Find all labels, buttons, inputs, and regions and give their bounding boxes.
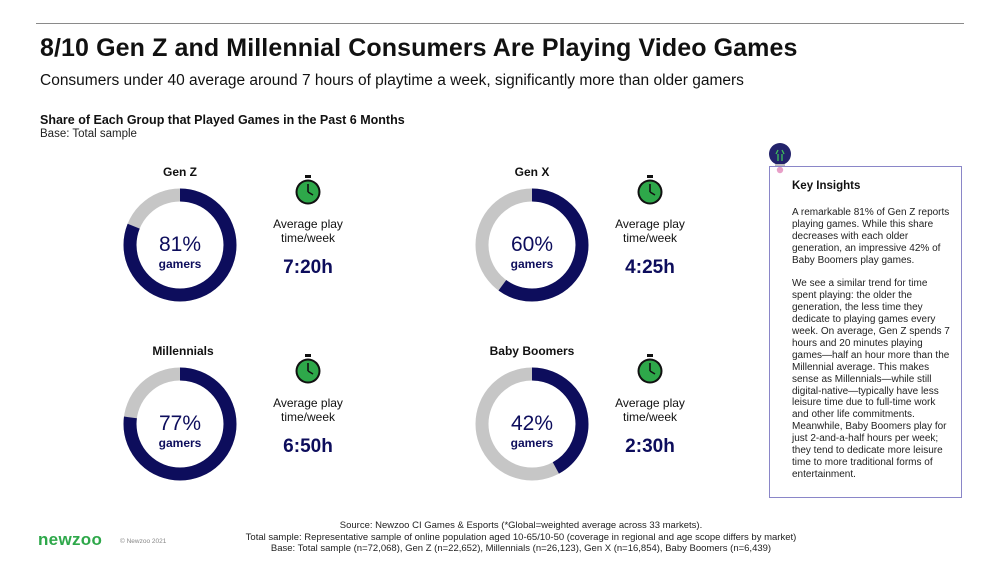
clock-crown xyxy=(305,354,311,357)
donut-chart: 77%gamers xyxy=(123,367,237,481)
clock-icon xyxy=(637,354,663,384)
lightbulb-icon xyxy=(769,143,791,174)
page-subtitle: Consumers under 40 average around 7 hour… xyxy=(40,72,744,89)
avg-play-label: Average play time/week xyxy=(273,217,343,245)
footer-line: Base: Total sample (n=72,068), Gen Z (n=… xyxy=(270,543,772,554)
avg-play-label: Average play time/week xyxy=(273,396,343,424)
avg-play-label: Average play time/week xyxy=(615,396,685,424)
clock-crown xyxy=(647,175,653,178)
footer-line: Total sample: Representative sample of o… xyxy=(245,531,797,543)
donut-gamers-slice xyxy=(123,367,237,481)
clock-hands xyxy=(307,363,314,375)
top-divider xyxy=(36,23,964,24)
panel-baby-boomers: Baby Boomers 42% gamers Average play time… xyxy=(472,344,772,514)
donut-percent-label: 81% xyxy=(159,233,201,256)
source-footer: Source: Newzoo CI Games & Esports (*Glob… xyxy=(0,520,1000,555)
clock-hands xyxy=(649,363,656,375)
key-insights-box: Key Insights A remarkable 81% of Gen Z r… xyxy=(769,166,962,498)
insights-title: Key Insights xyxy=(792,180,861,192)
insights-body: A remarkable 81% of Gen Z reports playin… xyxy=(792,207,952,493)
clock-icon xyxy=(637,175,663,205)
group-label: Millennials xyxy=(152,344,214,358)
donut-chart: 60%gamers xyxy=(475,188,589,302)
donut-unit-label: gamers xyxy=(511,257,554,271)
donut-unit-label: gamers xyxy=(511,436,554,450)
clock-icon xyxy=(295,175,321,205)
donut-gamers-slice xyxy=(123,188,237,302)
avg-play-value: 7:20h xyxy=(283,257,333,278)
donut-unit-label: gamers xyxy=(159,257,202,271)
chart-title: Share of Each Group that Played Games in… xyxy=(40,113,405,127)
newzoo-logo: newzoo xyxy=(38,530,103,549)
chart-base-note: Base: Total sample xyxy=(40,128,137,140)
donut-chart: 81%gamers xyxy=(123,188,237,302)
group-label: Gen Z xyxy=(162,165,197,179)
panel-gen-x: Gen X 60% gamers Average play time/week 4… xyxy=(472,165,772,335)
donut-percent-label: 60% xyxy=(511,233,553,256)
panel-millennials: Millennials 77% gamers Average play time/… xyxy=(120,344,420,514)
insights-paragraph: We see a similar trend for time spent pl… xyxy=(792,278,950,480)
donut-gamers-slice xyxy=(475,188,589,302)
copyright-text: © Newzoo 2021 xyxy=(120,538,167,545)
page-title: 8/10 Gen Z and Millennial Consumers Are … xyxy=(40,34,798,62)
avg-play-value: 4:25h xyxy=(625,257,675,278)
avg-play-label: Average play time/week xyxy=(615,217,685,245)
donut-chart: 42%gamers xyxy=(475,367,589,481)
donut-percent-label: 77% xyxy=(159,412,201,435)
group-label: Gen X xyxy=(514,165,550,179)
avg-play-value: 2:30h xyxy=(625,436,675,457)
clock-crown xyxy=(647,354,653,357)
panel-gen-z: Gen Z 81% gamers Average play time/week 7… xyxy=(120,165,420,335)
footer-line: Source: Newzoo CI Games & Esports (*Glob… xyxy=(339,520,703,531)
avg-play-value: 6:50h xyxy=(283,436,333,457)
clock-icon xyxy=(295,354,321,384)
donut-percent-label: 42% xyxy=(511,412,553,435)
group-label: Baby Boomers xyxy=(489,344,575,358)
insights-paragraph: A remarkable 81% of Gen Z reports playin… xyxy=(792,207,950,266)
clock-crown xyxy=(305,175,311,178)
donut-gamers-slice xyxy=(475,367,589,481)
donut-unit-label: gamers xyxy=(159,436,202,450)
clock-hands xyxy=(307,184,314,196)
clock-hands xyxy=(649,184,656,196)
